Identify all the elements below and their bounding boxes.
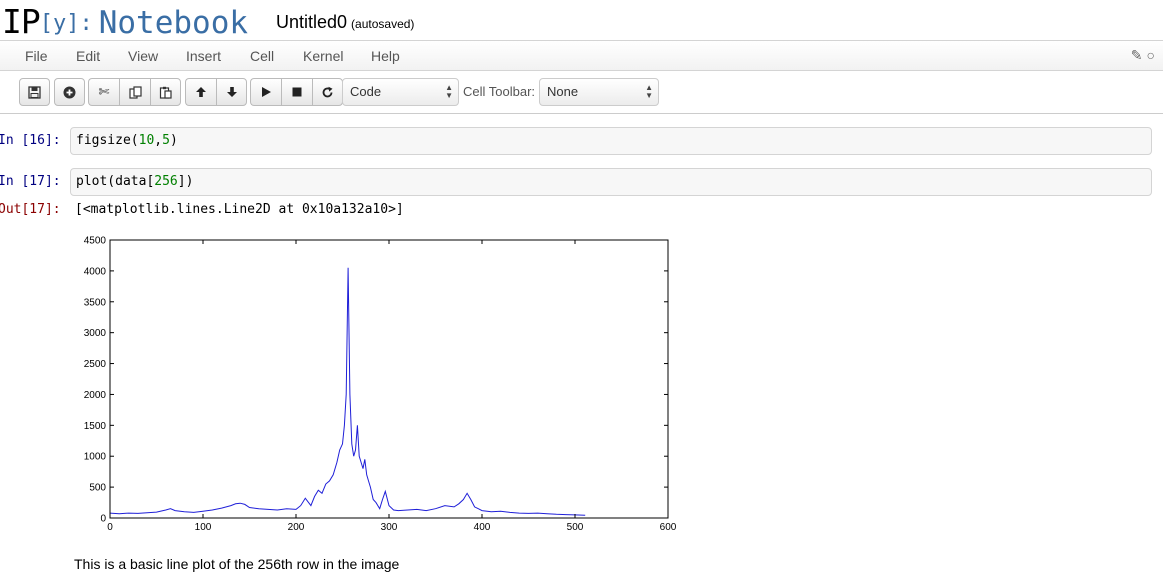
move-group bbox=[185, 78, 247, 106]
y-tick-label: 3000 bbox=[84, 328, 107, 339]
toolbar: ✄ bbox=[0, 72, 1163, 114]
y-tick-label: 500 bbox=[89, 483, 106, 494]
code-number: 256 bbox=[154, 174, 178, 189]
paste-icon bbox=[159, 86, 172, 99]
code-cell-input[interactable]: plot(data[256]) bbox=[70, 168, 1152, 196]
cell-toolbar-select[interactable]: None ▲ ▼ bbox=[539, 78, 659, 106]
save-status: (autosaved) bbox=[351, 17, 415, 31]
cell-type-select[interactable]: Code ▲ ▼ bbox=[342, 78, 459, 106]
menu-help[interactable]: Help bbox=[371, 48, 400, 64]
add-cell-button[interactable] bbox=[54, 78, 85, 106]
markdown-caption: This is a basic line plot of the 256th r… bbox=[74, 556, 400, 572]
y-tick-label: 2000 bbox=[84, 390, 107, 401]
save-group bbox=[19, 78, 50, 106]
plot-frame bbox=[109, 239, 669, 519]
y-tick-label: 2500 bbox=[84, 359, 107, 370]
restart-icon bbox=[322, 86, 333, 97]
y-tick-label: 4000 bbox=[84, 266, 107, 277]
move-down-icon bbox=[226, 87, 237, 97]
menu-insert[interactable]: Insert bbox=[186, 48, 222, 64]
code-text: ) bbox=[169, 133, 178, 148]
cell-toolbar-label: Cell Toolbar: bbox=[463, 84, 536, 99]
clipboard-group: ✄ bbox=[88, 78, 181, 106]
kernel-status-circle-icon: ○ bbox=[1146, 47, 1155, 63]
y-tick-label: 4500 bbox=[84, 236, 107, 247]
logo-notebook: Notebook bbox=[98, 5, 249, 41]
input-prompt: In [17]: bbox=[0, 174, 61, 189]
menubar-status: ✎ ○ bbox=[1127, 47, 1155, 64]
input-prompt: In [16]: bbox=[0, 133, 61, 148]
x-tick-label: 0 bbox=[107, 522, 113, 533]
x-tick-label: 200 bbox=[288, 522, 305, 533]
move-up-button[interactable] bbox=[185, 78, 216, 106]
move-down-button[interactable] bbox=[216, 78, 247, 106]
header: IP[y]: Notebook Untitled0 (autosaved) bbox=[0, 0, 1163, 42]
y-tick-label: 1500 bbox=[84, 421, 107, 432]
run-button[interactable] bbox=[250, 78, 281, 106]
menu-kernel[interactable]: Kernel bbox=[303, 48, 344, 64]
series-line bbox=[109, 267, 586, 516]
stop-icon bbox=[292, 87, 302, 97]
y-tick-label: 0 bbox=[100, 514, 106, 525]
code-text: , bbox=[154, 133, 163, 148]
run-group bbox=[250, 78, 343, 106]
insert-group bbox=[54, 78, 85, 106]
menu-view[interactable]: View bbox=[128, 48, 159, 64]
copy-button[interactable] bbox=[119, 78, 150, 106]
menu-file[interactable]: File bbox=[25, 48, 48, 64]
logo-y: [y]: bbox=[39, 11, 93, 36]
save-icon bbox=[28, 85, 41, 99]
menu-cell[interactable]: Cell bbox=[250, 48, 275, 64]
x-tick-label: 500 bbox=[567, 522, 584, 533]
stop-button[interactable] bbox=[281, 78, 312, 106]
code-number: 5 bbox=[162, 133, 170, 148]
x-tick-label: 300 bbox=[381, 522, 398, 533]
cut-icon: ✄ bbox=[98, 84, 110, 99]
menubar: File Edit View Insert Cell Kernel Help ✎… bbox=[0, 40, 1163, 71]
y-tick-label: 3500 bbox=[84, 297, 107, 308]
code-text: plot(data[ bbox=[76, 174, 155, 189]
pencil-icon[interactable]: ✎ bbox=[1130, 47, 1143, 63]
code-text: figsize( bbox=[76, 133, 139, 148]
move-up-icon bbox=[196, 87, 206, 97]
select-arrows-icon: ▲ ▼ bbox=[445, 83, 453, 100]
paste-button[interactable] bbox=[150, 78, 181, 106]
x-tick-label: 600 bbox=[660, 522, 677, 533]
line-plot: 0 100 200 300 400 500 600 0 500 1000 1500 2000 2500 3… bbox=[84, 236, 677, 534]
select-arrows-icon: ▲ ▼ bbox=[645, 83, 653, 100]
x-tick-label: 400 bbox=[474, 522, 491, 533]
menu-edit[interactable]: Edit bbox=[76, 48, 101, 64]
run-icon bbox=[262, 87, 271, 97]
code-cell-input[interactable]: figsize(10,5) bbox=[70, 127, 1152, 155]
add-cell-icon bbox=[63, 86, 76, 98]
output-prompt: Out[17]: bbox=[0, 202, 61, 217]
copy-icon bbox=[128, 85, 142, 99]
logo-ip: IP bbox=[2, 2, 41, 41]
code-number: 10 bbox=[138, 133, 155, 148]
restart-button[interactable] bbox=[312, 78, 343, 106]
cell-toolbar-value: None bbox=[547, 84, 579, 99]
cut-button[interactable]: ✄ bbox=[88, 78, 119, 106]
ipython-logo[interactable]: IP[y]: Notebook bbox=[2, 2, 249, 41]
code-text: ]) bbox=[177, 174, 194, 189]
notebook-name[interactable]: Untitled0 (autosaved) bbox=[276, 12, 414, 33]
y-tick-label: 1000 bbox=[84, 452, 107, 463]
output-text: [<matplotlib.lines.Line2D at 0x10a132a10… bbox=[75, 202, 404, 217]
notebook-title[interactable]: Untitled0 bbox=[276, 12, 348, 32]
save-button[interactable] bbox=[19, 78, 50, 106]
x-tick-label: 100 bbox=[195, 522, 212, 533]
cell-type-value: Code bbox=[350, 84, 382, 99]
